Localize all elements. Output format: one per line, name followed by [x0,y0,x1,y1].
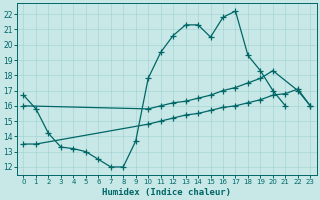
X-axis label: Humidex (Indice chaleur): Humidex (Indice chaleur) [102,188,231,197]
